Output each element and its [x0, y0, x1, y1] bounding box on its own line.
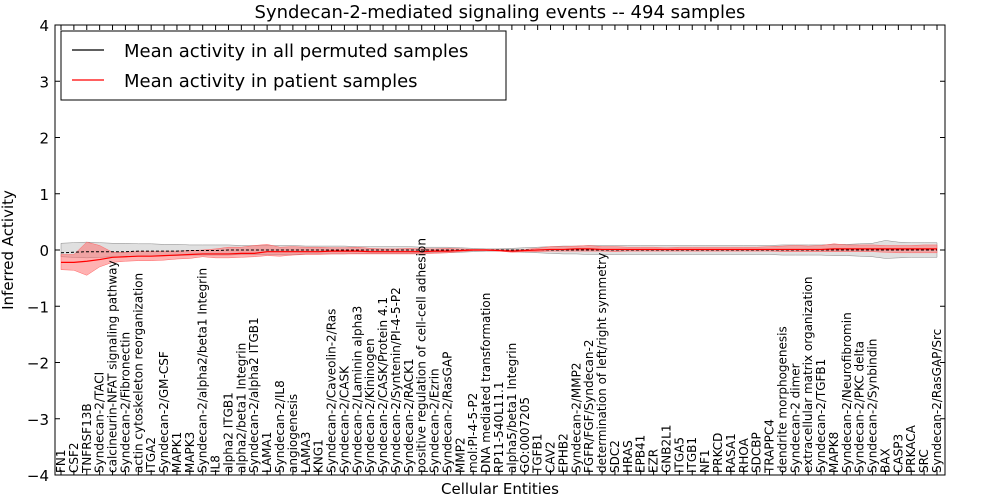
- chart-title: Syndecan-2-mediated signaling events -- …: [255, 2, 746, 23]
- x-tick-label: EPB41: [634, 435, 648, 473]
- x-tick-label: IL8: [209, 455, 223, 473]
- x-tick-label: Syndecan-2/GM-CSF: [157, 351, 171, 473]
- x-tick-label: ITGA5: [672, 437, 686, 473]
- x-tick-label: MMP2: [453, 437, 467, 473]
- x-tick-label: LAMA1: [260, 432, 274, 473]
- x-tick-label: TGFB1: [531, 434, 545, 474]
- x-tick-label: Syndecan-2 dimer: [788, 363, 802, 473]
- x-tick-label: CASP3: [891, 434, 905, 473]
- x-tick-label: actin cytoskeleton reorganization: [131, 273, 145, 473]
- x-tick-label: Syndecan-2/RasGAP/Src: [930, 329, 944, 473]
- x-tick-label: Syndecan-2/IL8: [273, 380, 287, 473]
- x-tick-label: Syndecan-2/alpha2 ITGB1: [247, 317, 261, 473]
- x-tick-label: HRAS: [621, 440, 635, 473]
- x-tick-label: Syndecan-2/Syntenin/PI-4-5-P2: [389, 287, 403, 473]
- legend-label-permuted: Mean activity in all permuted samples: [124, 41, 468, 62]
- x-tick-label: CSF2: [67, 442, 81, 473]
- x-tick-label: FGFR/FGF/Syndecan-2: [582, 340, 596, 473]
- x-tick-label: determination of left/right symmetry: [595, 253, 609, 473]
- y-tick-label: −3: [27, 411, 49, 429]
- x-tick-label: Syndecan-2/RACK1: [402, 358, 416, 473]
- x-tick-label: mol:PI-4-5-P2: [466, 393, 480, 473]
- x-tick-label: alpha2 ITGB1: [221, 392, 235, 473]
- x-tick-label: extracellular matrix organization: [801, 277, 815, 474]
- x-tick-label: RP11-540L11.1: [492, 382, 506, 473]
- x-tick-label: MAPK3: [183, 432, 197, 473]
- y-tick-label: 0: [39, 242, 49, 260]
- x-tick-label: EZR: [647, 449, 661, 473]
- x-tick-label: BAX: [878, 448, 892, 473]
- y-tick-label: 4: [39, 17, 49, 35]
- x-tick-label: EPHB2: [556, 433, 570, 473]
- x-tick-label: Syndecan-2/Fibronectin: [118, 332, 132, 473]
- x-tick-label: GO:0007205: [518, 397, 532, 473]
- x-tick-label: SDCBP: [750, 432, 764, 473]
- x-tick-label: NF1: [698, 449, 712, 473]
- x-tick-label: FN1: [54, 449, 68, 473]
- x-axis-label: Cellular Entities: [441, 480, 559, 498]
- x-tick-label: ITGB1: [685, 437, 699, 473]
- x-tick-label: calcineurin-NFAT signaling pathway: [106, 260, 120, 473]
- y-tick-label: −1: [27, 298, 49, 316]
- patient-mean-line: [61, 248, 937, 263]
- x-tick-label: dendrite morphogenesis: [775, 326, 789, 473]
- x-tick-label: Syndecan-2/alpha2/beta1 Integrin: [196, 268, 210, 473]
- x-tick-label: PRKCD: [711, 433, 725, 473]
- y-tick-label: 3: [39, 73, 49, 91]
- x-tick-label: Syndecan-2/Caveolin-2/Ras: [325, 309, 339, 473]
- x-tick-label: Syndecan-2/RasGAP: [440, 352, 454, 473]
- x-tick-label: MAPK1: [170, 432, 184, 473]
- x-tick-label: Syndecan-2/Neurofibromin: [840, 312, 854, 473]
- x-tick-label: RHOA: [737, 437, 751, 473]
- x-tick-label: PRKACA: [904, 424, 918, 473]
- x-tick-label: positive regulation of cell-cell adhesio…: [415, 238, 429, 473]
- x-tick-label: ITGA2: [144, 437, 158, 473]
- x-tick-label: Syndecan-2/Laminin alpha3: [350, 306, 364, 473]
- x-tick-label: alpha5/beta1 Integrin: [505, 343, 519, 473]
- x-tick-label: SDC2: [608, 440, 622, 473]
- y-tick-label: 1: [39, 186, 49, 204]
- y-axis-label: Inferred Activity: [0, 190, 17, 310]
- x-tick-label: CAV2: [544, 441, 558, 473]
- x-tick-label: Syndecan-2/Synbindin: [866, 339, 880, 473]
- x-tick-label: RASA1: [724, 433, 738, 473]
- x-tick-label: Syndecan-2/TGFB1: [814, 359, 828, 473]
- plot-frame: [54, 24, 946, 476]
- x-tick-label: KNG1: [312, 439, 326, 473]
- x-tick-label: GNB2L1: [659, 425, 673, 473]
- x-tick-label: SRC: [917, 449, 931, 473]
- x-tick-label: DNA mediated transformation: [479, 293, 493, 473]
- x-tick-label: Syndecan-2/CASK: [337, 365, 351, 473]
- legend-label-patient: Mean activity in patient samples: [124, 71, 418, 92]
- y-tick-label: 2: [39, 130, 49, 148]
- x-tick-label: TRAPPC4: [763, 419, 777, 474]
- y-tick-label: −2: [27, 355, 49, 373]
- x-tick-label: Syndecan-2/Ezrin: [428, 368, 442, 473]
- x-tick-label: MAPK8: [827, 432, 841, 473]
- x-tick-label: Syndecan-2/MMP2: [569, 363, 583, 473]
- x-tick-label: Syndecan-2/CASK/Protein 4.1: [376, 297, 390, 473]
- x-tick-label: Syndecan-2/PKC delta: [853, 341, 867, 473]
- y-tick-label: −4: [27, 467, 49, 485]
- x-tick-label: LAMA3: [299, 432, 313, 473]
- x-tick-label: angiogenesis: [286, 394, 300, 473]
- x-tick-label: Syndecan-2/TACI: [93, 372, 107, 473]
- x-tick-label: alpha2/beta1 Integrin: [234, 343, 248, 473]
- x-tick-label: TNFRSF13B: [80, 403, 94, 474]
- plot-area: −4−3−2−101234FN1CSF2TNFRSF13BSyndecan-2/…: [27, 17, 946, 485]
- legend-box: [60, 30, 507, 101]
- x-tick-label: Syndecan-2/Kininogen: [363, 338, 377, 473]
